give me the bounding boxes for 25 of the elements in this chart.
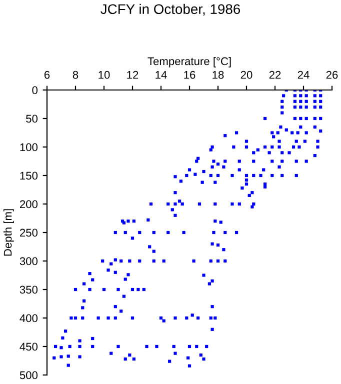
x-axis-title: Temperature [°C] xyxy=(148,57,231,68)
x-tick-label: 12 xyxy=(127,70,138,79)
x-tick-label: 16 xyxy=(184,70,196,79)
y-tick-label: 0 xyxy=(32,86,38,94)
y-tick-label: 100 xyxy=(20,143,38,152)
x-tick-label: 22 xyxy=(269,70,281,79)
y-tick-label: 200 xyxy=(20,200,38,208)
y-tick-label: 450 xyxy=(20,342,38,351)
chart-title: JCFY in October, 1986 xyxy=(100,4,240,16)
y-tick-label: 250 xyxy=(20,228,38,237)
x-tick-label: 14 xyxy=(156,71,167,79)
x-tick-label: 18 xyxy=(212,70,224,79)
x-tick-label: 20 xyxy=(240,70,252,79)
x-tick-label: 24 xyxy=(298,70,310,79)
x-tick-label: 6 xyxy=(44,70,50,79)
y-tick-label: 350 xyxy=(20,286,38,294)
y-tick-label: 50 xyxy=(26,114,38,123)
y-axis-title: Depth [m] xyxy=(4,209,14,256)
x-tick-label: 10 xyxy=(98,70,110,79)
x-tick-label: 26 xyxy=(326,70,338,79)
y-tick-label: 150 xyxy=(20,172,38,180)
y-tick-label: 300 xyxy=(20,257,38,266)
x-tick-label: 8 xyxy=(72,70,78,79)
y-tick-label: 500 xyxy=(20,371,38,380)
y-tick-label: 400 xyxy=(20,314,38,322)
